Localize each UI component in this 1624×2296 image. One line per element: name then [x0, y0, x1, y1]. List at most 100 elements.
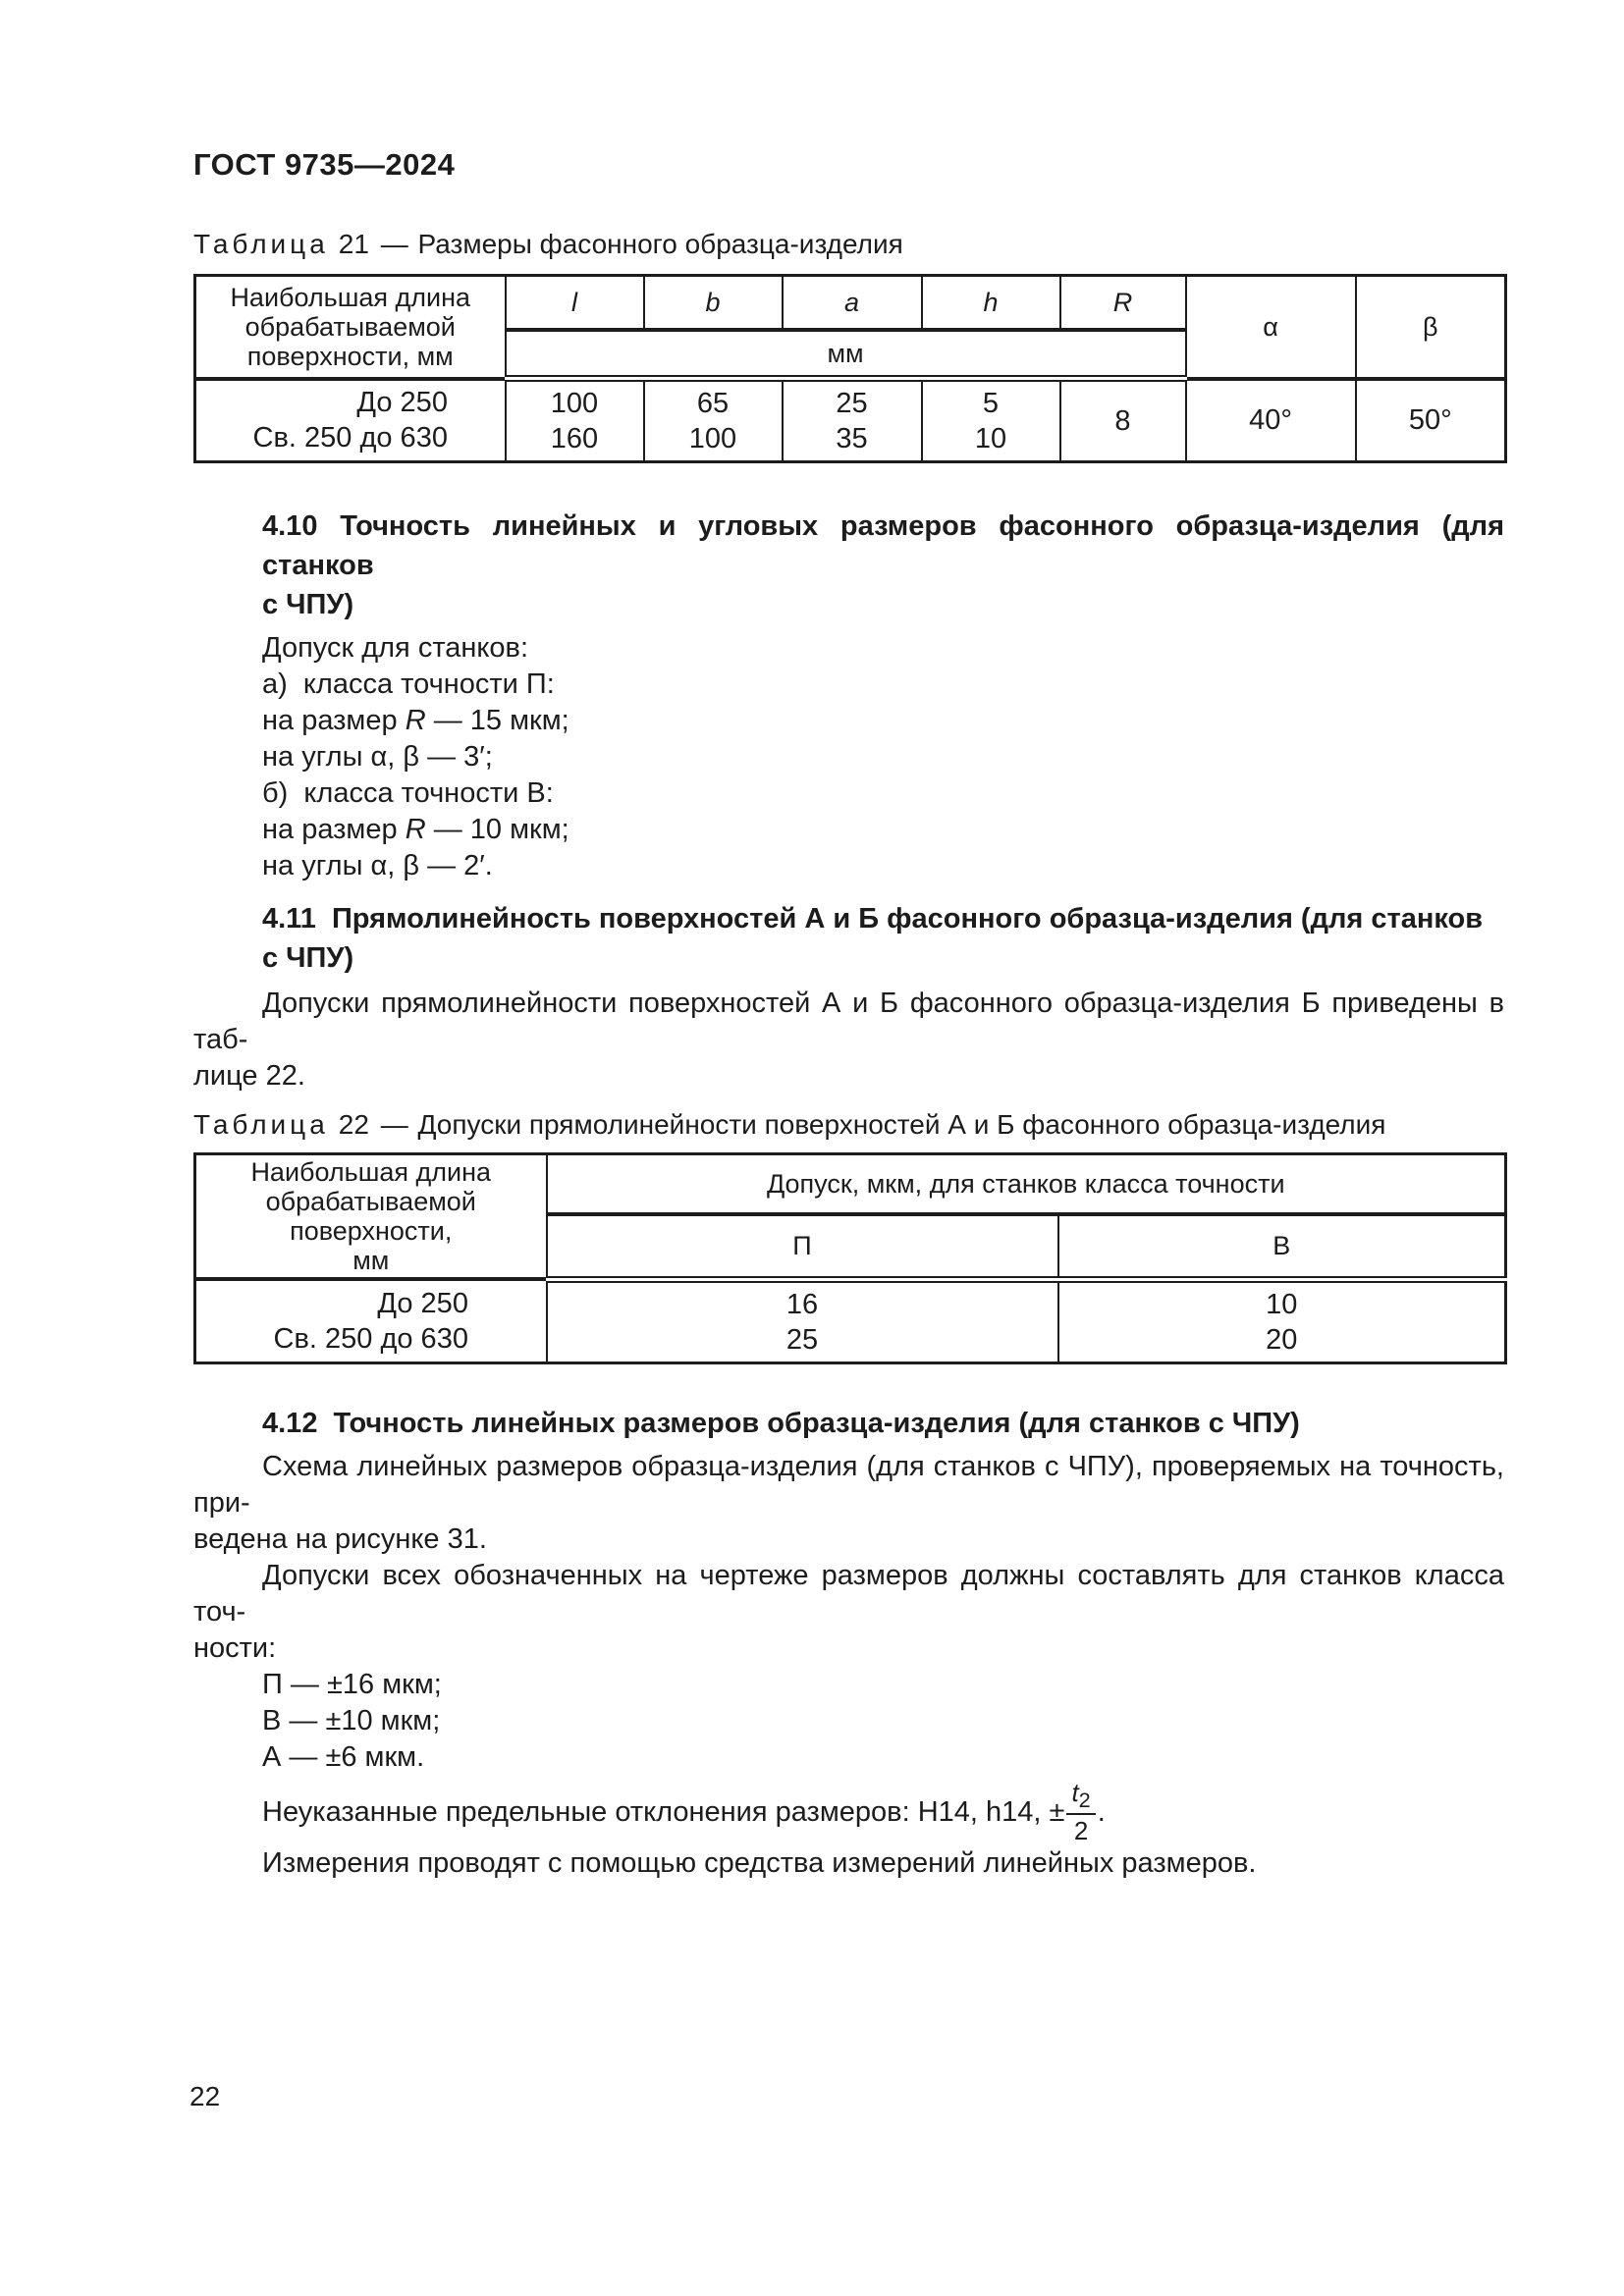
table22-header-col1: Наибольшая длина обрабатываемой поверхно… — [193, 1152, 548, 1281]
size-b-var: R — [405, 814, 426, 845]
table22: Наибольшая длина обрабатываемой поверхно… — [193, 1152, 1508, 1364]
table21-header-h: h — [920, 274, 1061, 332]
section-4-11-paragraph: Допуски прямолинейности поверхностей А и… — [193, 986, 1504, 1095]
p412-2-line2: ности: — [193, 1631, 277, 1664]
p411-line2: лице 22. — [193, 1060, 305, 1092]
table21-header-row1: Наибольшая длина обрабатываемой поверхно… — [193, 274, 1507, 381]
table21-l-1: 100 — [550, 388, 599, 419]
fraction-sub-2: 2 — [1078, 1787, 1091, 1812]
table21-b-1: 65 — [696, 388, 730, 419]
tolerance-item-b: б) класса точности В: — [262, 777, 554, 809]
table21-body-row: До 250 Св. 250 до 630 100 160 65 100 25 … — [193, 377, 1507, 463]
table22-header-p: П — [545, 1212, 1059, 1283]
tolerance-list: Допуск для станков: а) класса точности П… — [262, 630, 1504, 884]
table21-l-2: 160 — [550, 423, 599, 454]
table21-caption-title: Размеры фасонного образца-изделия — [417, 229, 903, 259]
size-b-post: — 10 мкм; — [425, 814, 569, 845]
fraction-denominator: 2 — [1073, 1816, 1089, 1846]
tolerance-size-p: на размер R — 15 мкм; — [262, 703, 1504, 739]
table21-range-2: Св. 250 до 630 — [252, 422, 448, 454]
table21-header-l: l — [504, 274, 645, 332]
class-values-list: П — ±16 мкм; В — ±10 мкм; А — ±6 мкм. — [193, 1667, 1504, 1776]
section-4-11-heading: 4.11 Прямолинейность поверхностей А и Б … — [262, 903, 1484, 974]
table21-cell-b: 65 100 — [642, 377, 784, 463]
table22-cell-v: 10 20 — [1056, 1278, 1507, 1363]
section-4-12-paragraph1: Схема линейных размеров образца-изделия … — [193, 1449, 1504, 1558]
deviation-formula-line: Неуказанные предельные отклонения размер… — [193, 1780, 1504, 1844]
table22-body-row: До 250 Св. 250 до 630 16 25 10 20 — [193, 1278, 1507, 1363]
p411-line1: Допуски прямолинейности поверхностей А и… — [193, 988, 1504, 1055]
doc-code: ГОСТ 9735—2024 — [193, 147, 456, 182]
table21-unit-cell: мм — [504, 329, 1187, 382]
table21-caption: Таблица 21 — Размеры фасонного образца-из… — [193, 228, 1504, 261]
measurement-note: Измерения проводят с помощью средства из… — [262, 1847, 1257, 1880]
p412-1-line1: Схема линейных размеров образца-изделия … — [193, 1450, 1504, 1519]
table21-header-col1-line2: обрабатываемой — [244, 311, 456, 342]
page-number: 22 — [189, 2081, 221, 2111]
table22-header-col1-line2: обрабатываемой поверхности, — [265, 1187, 476, 1246]
table21-cell-a: 25 35 — [781, 377, 923, 463]
tolerance-angles-b: на углы α, β — 2′. — [262, 850, 493, 881]
table21-header-col1-line1: Наибольшая длина — [230, 282, 471, 312]
table21: Наибольшая длина обрабатываемой поверхно… — [193, 274, 1507, 463]
table21-header-beta: β — [1354, 274, 1507, 381]
table21-a-1: 25 — [836, 388, 868, 419]
section-4-10-heading: 4.10 Точность линейных и угловых размеро… — [262, 507, 1504, 624]
page-content: ГОСТ 9735—2024 Таблица 21 — Размеры фасон… — [193, 0, 1508, 1882]
table21-header-R: R — [1058, 274, 1187, 332]
table21-cell-l: 100 160 — [504, 377, 645, 463]
table21-a-2: 35 — [836, 423, 868, 454]
table21-cell-beta: 50° — [1354, 377, 1507, 463]
table21-caption-dash: — — [380, 229, 408, 259]
size-b-pre: на размер — [262, 814, 406, 845]
table21-cell-h: 5 10 — [920, 377, 1061, 463]
value-class-v: В — ±10 мкм; — [262, 1704, 441, 1736]
table22-header-col1-line3: мм — [352, 1246, 390, 1275]
section-4-12-heading: 4.12 Точность линейных размеров образца-… — [262, 1407, 1300, 1439]
table21-header-b: b — [642, 274, 784, 332]
table21-range-block: До 250 Св. 250 до 630 — [253, 385, 448, 455]
plus-minus-sign: ± — [1049, 1795, 1065, 1828]
tolerance-item-a: а) класса точности П: — [262, 668, 555, 700]
table22-header-row1: Наибольшая длина обрабатываемой поверхно… — [193, 1152, 1507, 1281]
value-class-p: П — ±16 мкм; — [262, 1668, 442, 1700]
table22-caption: Таблица 22 — Допуски прямолинейности пове… — [193, 1108, 1504, 1142]
table21-range-1: До 250 — [356, 387, 448, 419]
fraction-var-t: t — [1071, 1777, 1079, 1807]
table21-cell-ranges: До 250 Св. 250 до 630 — [193, 377, 507, 463]
table21-cell-r: 8 — [1058, 377, 1187, 463]
fraction-t2-over-2: t2 2 — [1066, 1777, 1096, 1846]
table21-cell-alpha: 40° — [1184, 377, 1357, 463]
table21-header-a: a — [781, 274, 923, 332]
section-4-10-heading-line1: 4.10 Точность линейных и угловых размеро… — [262, 510, 1504, 581]
table22-v-1: 10 — [1266, 1288, 1298, 1320]
table22-header-row2: П В — [195, 1212, 1507, 1283]
table21-caption-label: Таблица — [193, 229, 329, 259]
value-class-a: А — ±6 мкм. — [262, 1740, 425, 1773]
section-4-12-paragraph2: Допуски всех обозначенных на чертеже раз… — [193, 1558, 1504, 1667]
table22-p-2: 25 — [785, 1323, 819, 1356]
table22-caption-title: Допуски прямолинейности поверхностей А и… — [417, 1109, 1386, 1140]
table22-caption-dash: — — [380, 1109, 408, 1140]
formula-pre: Неуказанные предельные отклонения размер… — [262, 1795, 1050, 1828]
tolerance-intro: Допуск для станков: — [262, 632, 529, 664]
table22-caption-label: Таблица — [193, 1109, 329, 1140]
table21-h-2: 10 — [974, 423, 1007, 454]
tolerance-size-b: на размер R — 10 мкм; — [262, 812, 1504, 848]
table22-v-2: 20 — [1266, 1323, 1298, 1356]
table21-header-alpha: α — [1184, 274, 1357, 381]
size-p-var: R — [405, 705, 426, 736]
table22-cell-p: 16 25 — [545, 1278, 1059, 1363]
table22-range-block: До 250 Св. 250 до 630 — [274, 1286, 468, 1357]
section-4-10-heading-line2: с ЧПУ) — [262, 589, 354, 620]
table22-p-1: 16 — [785, 1288, 819, 1320]
table21-caption-number: 21 — [338, 229, 369, 259]
tolerance-angles-p: на углы α, β — 3′; — [262, 741, 493, 773]
p412-1-line2: ведена на рисунке 31. — [193, 1522, 487, 1555]
formula-post: . — [1097, 1795, 1106, 1828]
table21-b-2: 100 — [688, 423, 737, 454]
table21-header-col1: Наибольшая длина обрабатываемой поверхно… — [193, 274, 507, 381]
p412-2-line1: Допуски всех обозначенных на чертеже раз… — [193, 1559, 1504, 1628]
size-p-post: — 15 мкм; — [425, 705, 569, 736]
